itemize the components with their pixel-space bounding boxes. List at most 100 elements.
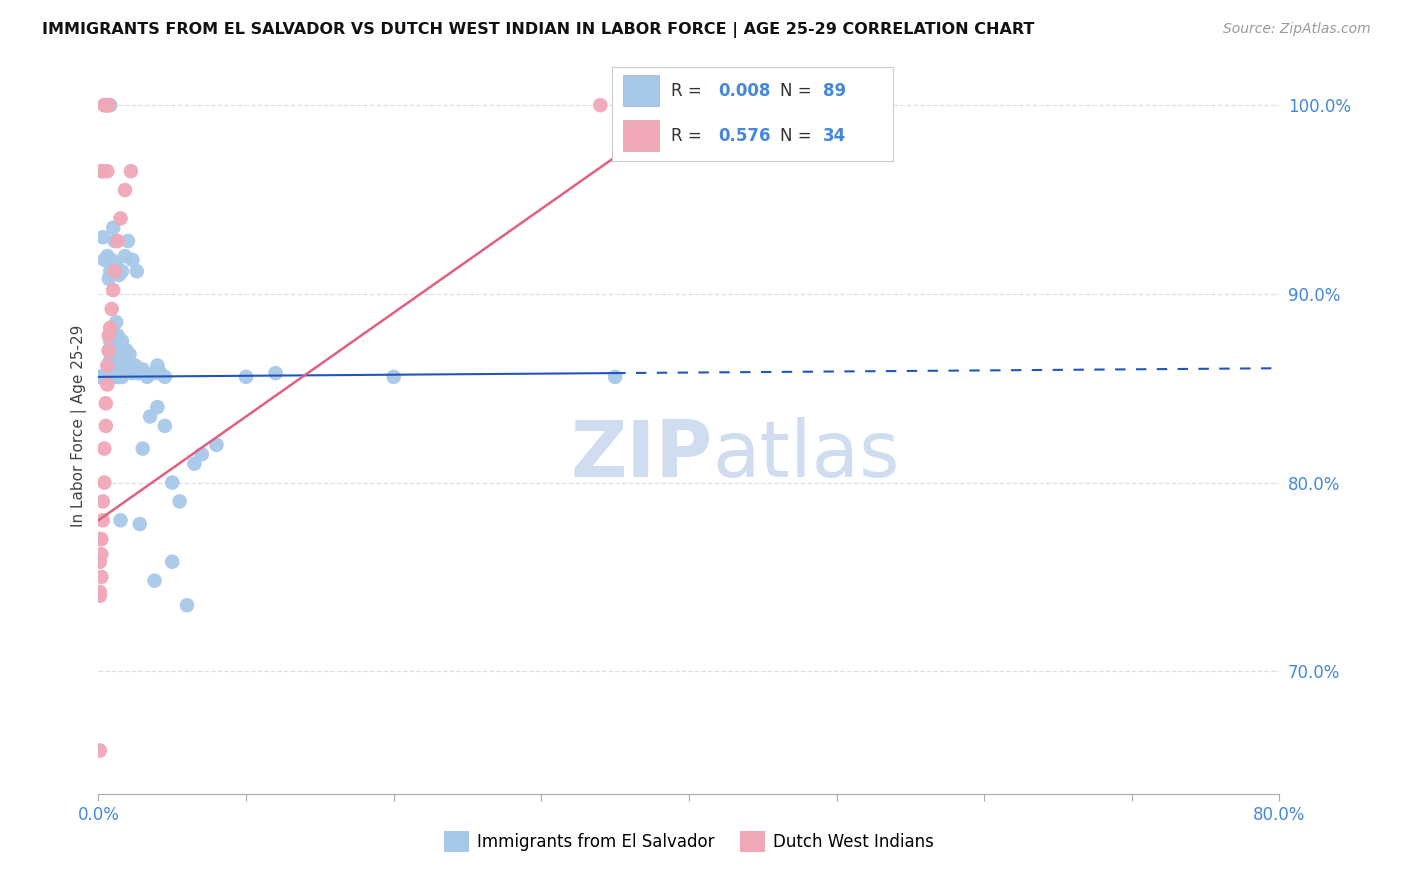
Point (89, 589, 111, 603)
Point (111, 370, 134, 384)
Point (90, 570, 112, 584)
Point (136, 370, 159, 384)
Point (100, 301, 122, 316)
Point (91, 370, 114, 384)
Point (91, 164, 114, 178)
Point (107, 370, 129, 384)
Point (93, 442, 115, 456)
Point (127, 366, 149, 380)
Point (111, 334, 134, 348)
Point (114, 366, 136, 380)
Point (89, 743, 111, 757)
Point (98, 370, 121, 384)
Point (91, 370, 114, 384)
Point (114, 183, 136, 197)
Point (100, 370, 122, 384)
Point (146, 400, 169, 414)
Point (98, 334, 121, 348)
Point (589, 98, 612, 112)
Text: 34: 34 (823, 127, 846, 145)
Point (115, 343, 138, 358)
Point (96, 370, 118, 384)
Text: R =: R = (671, 127, 707, 145)
Text: N =: N = (780, 127, 817, 145)
Point (89, 555, 111, 569)
Point (94, 419, 117, 434)
Point (132, 362, 155, 376)
Text: 89: 89 (823, 82, 845, 100)
Point (96, 377, 118, 392)
Point (96, 370, 118, 384)
Point (108, 343, 131, 358)
Point (97, 370, 120, 384)
Point (100, 343, 122, 358)
Point (90, 547, 112, 561)
Point (96, 359, 118, 373)
Point (104, 334, 127, 348)
Text: atlas: atlas (713, 417, 900, 493)
Point (117, 359, 139, 373)
Legend: Immigrants from El Salvador, Dutch West Indians: Immigrants from El Salvador, Dutch West … (444, 831, 934, 852)
Point (90, 370, 112, 384)
Point (90, 532, 112, 546)
Text: 0.008: 0.008 (718, 82, 770, 100)
Point (110, 351, 132, 365)
Bar (623, 75, 659, 106)
Point (132, 442, 155, 456)
Text: IMMIGRANTS FROM EL SALVADOR VS DUTCH WEST INDIAN IN LABOR FORCE | AGE 25-29 CORR: IMMIGRANTS FROM EL SALVADOR VS DUTCH WES… (42, 22, 1035, 38)
Point (108, 268, 131, 282)
Point (93, 252, 115, 267)
Point (96, 98, 118, 112)
Point (107, 328, 129, 343)
Point (153, 419, 176, 434)
Point (104, 370, 127, 384)
Point (103, 328, 125, 343)
Point (89, 370, 111, 384)
Point (128, 517, 150, 532)
Point (96, 164, 118, 178)
Point (143, 366, 166, 380)
Point (103, 347, 125, 361)
Point (176, 598, 198, 612)
Point (97, 359, 120, 373)
Point (104, 234, 127, 248)
Point (105, 315, 128, 329)
Point (98, 352, 121, 367)
Point (96, 98, 118, 112)
Point (93, 475, 115, 490)
Point (93, 98, 115, 112)
Point (90, 370, 112, 384)
Point (143, 574, 166, 588)
Point (124, 359, 146, 373)
Point (235, 370, 257, 384)
Point (94, 370, 117, 384)
Point (91, 494, 114, 508)
Point (191, 447, 214, 461)
Point (120, 362, 142, 376)
Point (149, 366, 172, 380)
Point (93, 370, 115, 384)
Point (110, 513, 132, 527)
Point (91, 230, 114, 244)
Point (89, 370, 111, 384)
Point (117, 234, 139, 248)
Point (110, 211, 132, 226)
Point (98, 264, 121, 278)
Point (264, 366, 287, 380)
Point (205, 438, 228, 452)
Point (104, 264, 127, 278)
Point (605, 370, 627, 384)
Point (89, 585, 111, 599)
Point (125, 264, 148, 278)
Point (97, 343, 120, 358)
Text: N =: N = (780, 82, 817, 100)
Point (103, 220, 125, 235)
Point (121, 366, 143, 380)
Point (162, 555, 183, 569)
Bar (623, 120, 659, 152)
Point (98, 98, 121, 112)
Point (114, 249, 136, 263)
Text: R =: R = (671, 82, 707, 100)
Point (96, 249, 118, 263)
Y-axis label: In Labor Force | Age 25-29: In Labor Force | Age 25-29 (72, 325, 87, 527)
